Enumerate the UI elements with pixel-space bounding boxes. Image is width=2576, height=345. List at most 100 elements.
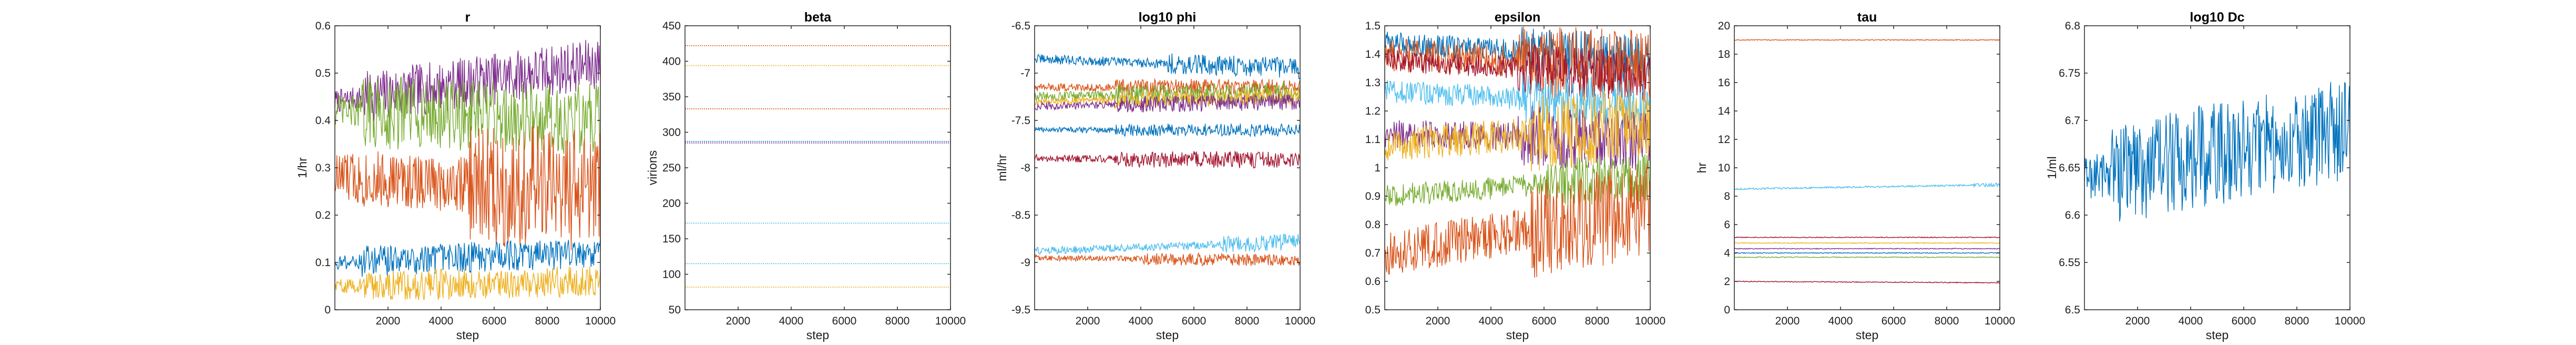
y-tick-label: 1.1 xyxy=(1365,134,1381,146)
y-tick-label: 300 xyxy=(662,127,681,139)
y-tick-label: 1.4 xyxy=(1365,48,1381,60)
y-axis-label: ml/hr xyxy=(995,154,1009,181)
chart-panel: 2000 4000 6000 8000 10000 50 100 150 200 250 300 35… xyxy=(646,10,966,342)
y-tick-label: 0.2 xyxy=(315,209,331,221)
y-tick-label: 0 xyxy=(324,304,331,316)
x-tick-label: 8000 xyxy=(2285,315,2309,327)
x-tick-label: 2000 xyxy=(1775,315,1800,327)
y-tick-label: 0.8 xyxy=(1365,219,1381,231)
x-axis-label: step xyxy=(806,328,829,342)
y-axis-label: 1/ml xyxy=(2045,156,2059,179)
series-line xyxy=(334,125,601,250)
x-tick-label: 4000 xyxy=(1479,315,1504,327)
y-axis-label: hr xyxy=(1695,162,1709,173)
x-tick-label: 6000 xyxy=(1532,315,1557,327)
x-tick-label: 6000 xyxy=(1182,315,1207,327)
x-axis-label: step xyxy=(1156,328,1179,342)
series-line xyxy=(1034,78,1301,97)
series-line xyxy=(1734,280,2000,284)
chart-title: log10 Dc xyxy=(2190,10,2244,25)
chart-panel: 2000 4000 6000 8000 10000 0.5 0.6 0.7 0.8 0.9 1 1.1… xyxy=(1365,10,1665,342)
x-tick-label: 6000 xyxy=(2232,315,2256,327)
y-axis-label: 1/hr xyxy=(295,157,309,178)
chart-title: log10 phi xyxy=(1139,10,1197,25)
series-line xyxy=(1034,233,1301,255)
x-tick-label: 2000 xyxy=(726,315,751,327)
x-tick-label: 4000 xyxy=(2179,315,2203,327)
x-tick-label: 6000 xyxy=(1882,315,1906,327)
y-tick-label: -6.5 xyxy=(1011,20,1030,32)
series-line xyxy=(1734,236,2000,239)
x-axis-label: step xyxy=(456,328,479,342)
series-line xyxy=(1384,154,1651,209)
chart-title: beta xyxy=(804,10,832,25)
series-line xyxy=(1034,252,1301,267)
chart-title: r xyxy=(465,10,471,25)
y-tick-label: -7 xyxy=(1020,67,1030,79)
y-tick-label: 350 xyxy=(662,91,681,103)
y-tick-label: -8.5 xyxy=(1011,209,1030,221)
y-tick-label: 6.5 xyxy=(2065,304,2080,316)
series-line xyxy=(1734,242,2000,244)
series-line xyxy=(1384,27,1651,83)
y-tick-label: -9 xyxy=(1020,257,1030,269)
series-line xyxy=(1384,163,1651,278)
series-line xyxy=(1734,39,2000,41)
y-axis-label: virions xyxy=(646,150,659,185)
chart-panel: 2000 4000 6000 8000 10000 6.5 6.55 6.6 6.65 6.7 6.… xyxy=(2045,10,2365,342)
x-axis-label: step xyxy=(1506,328,1529,342)
y-tick-label: 1.5 xyxy=(1365,20,1381,32)
y-tick-label: 450 xyxy=(662,20,681,32)
x-tick-label: 8000 xyxy=(535,315,560,327)
series-line xyxy=(1034,123,1301,138)
y-tick-label: 16 xyxy=(1718,77,1730,89)
x-tick-label: 8000 xyxy=(1235,315,1260,327)
chart-title: tau xyxy=(1857,10,1877,25)
series-line xyxy=(334,240,601,277)
series-line xyxy=(2084,82,2350,222)
y-tick-label: 1 xyxy=(1374,162,1381,174)
y-tick-label: 0.4 xyxy=(315,115,331,127)
y-tick-label: 0.5 xyxy=(315,67,331,79)
series-line xyxy=(1034,150,1301,169)
x-tick-label: 2000 xyxy=(2125,315,2150,327)
x-tick-label: 6000 xyxy=(832,315,857,327)
x-tick-label: 4000 xyxy=(429,315,454,327)
y-tick-label: 0.6 xyxy=(1365,276,1381,288)
y-tick-label: 0.5 xyxy=(1365,304,1381,316)
x-tick-label: 10000 xyxy=(935,315,966,327)
x-tick-label: 2000 xyxy=(376,315,401,327)
y-tick-label: 400 xyxy=(662,56,681,68)
axes-box xyxy=(1734,25,2000,310)
y-tick-label: 8 xyxy=(1724,190,1730,202)
chart-panel: 2000 4000 6000 8000 10000 -6.5 -7 -7.5 -8 -8.5 -9 -… xyxy=(995,10,1315,342)
x-tick-label: 2000 xyxy=(1426,315,1450,327)
y-tick-label: 18 xyxy=(1718,48,1730,60)
x-axis-label: step xyxy=(1856,328,1878,342)
y-tick-label: 0.6 xyxy=(315,20,331,32)
y-tick-label: 150 xyxy=(662,233,681,245)
y-tick-label: 50 xyxy=(669,304,681,316)
x-tick-label: 10000 xyxy=(585,315,616,327)
y-tick-label: 1.2 xyxy=(1365,105,1381,117)
y-tick-label: -7.5 xyxy=(1011,115,1030,127)
y-tick-label: 6 xyxy=(1724,219,1730,231)
x-tick-label: 10000 xyxy=(1635,315,1665,327)
series-line xyxy=(334,76,601,155)
series-line xyxy=(1384,44,1651,102)
x-tick-label: 8000 xyxy=(1585,315,1610,327)
x-tick-label: 10000 xyxy=(1985,315,2015,327)
chart-panel: 2000 4000 6000 8000 10000 0 2 4 6 8 10 12 14 16 18 20 ta… xyxy=(1695,10,2015,342)
x-tick-label: 8000 xyxy=(1935,315,1959,327)
y-tick-label: 6.75 xyxy=(2059,67,2080,79)
y-tick-label: 0.3 xyxy=(315,162,331,174)
chart-panel: 2000 4000 6000 8000 10000 0 0.1 0.2 0.3 0.4 0.5 0.6… xyxy=(295,10,616,342)
axes-box xyxy=(684,25,951,310)
series-line xyxy=(1734,182,2000,190)
x-tick-label: 4000 xyxy=(1828,315,1853,327)
y-tick-label: 20 xyxy=(1718,20,1730,32)
y-tick-label: 12 xyxy=(1718,134,1730,146)
y-tick-label: 0.1 xyxy=(315,257,331,269)
x-axis-label: step xyxy=(2206,328,2229,342)
y-tick-label: 1.3 xyxy=(1365,77,1381,89)
